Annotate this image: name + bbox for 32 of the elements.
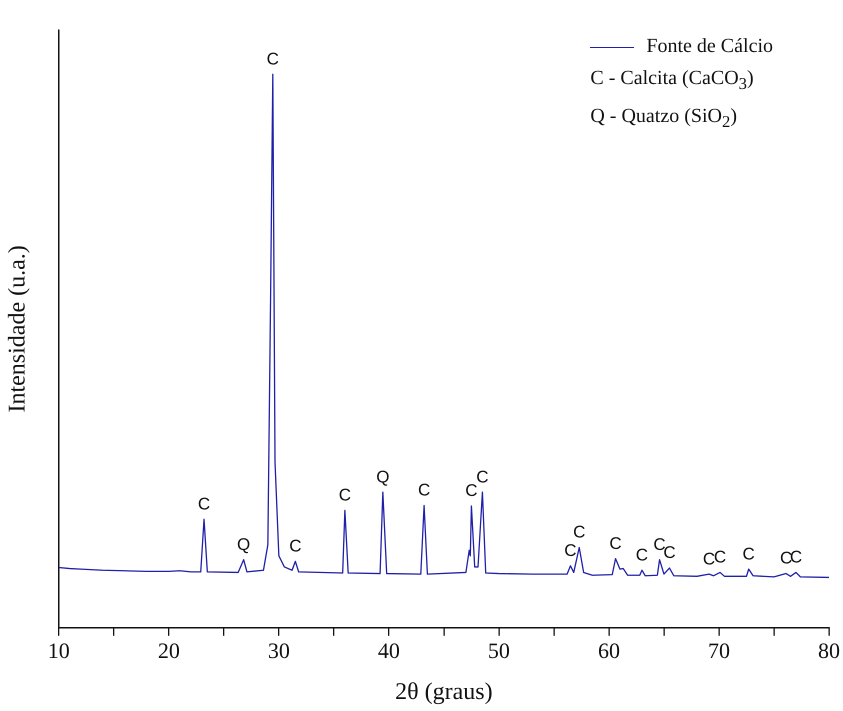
x-tick-label: 10 xyxy=(48,638,70,663)
annotation: C xyxy=(266,49,279,68)
x-tick-label: 20 xyxy=(158,638,180,663)
x-axis-title: 2θ (graus) xyxy=(395,678,493,705)
annotation: C xyxy=(465,481,478,500)
annotation: C - Calcita (CaCO$_{3}$) xyxy=(590,66,755,95)
annotation: C xyxy=(609,534,622,553)
x-tick-label: 60 xyxy=(598,638,620,663)
x-tick-label: 70 xyxy=(708,638,730,663)
annotation: C xyxy=(198,494,210,514)
annotation: C xyxy=(742,544,755,564)
annotation: C xyxy=(780,548,792,568)
annotation: C xyxy=(476,467,489,486)
annotation: C xyxy=(338,486,352,505)
annotation: C xyxy=(663,543,676,562)
annotation: Q xyxy=(237,534,250,554)
annotation: Q xyxy=(376,467,390,486)
annotation: C xyxy=(790,548,802,567)
y-axis-title: Intensidade (u.a.) xyxy=(4,245,31,413)
annotation: C xyxy=(714,548,726,567)
annotation: C xyxy=(636,545,648,564)
x-tick-label: 80 xyxy=(818,638,840,663)
annotation: C xyxy=(418,480,430,500)
annotation: C xyxy=(289,536,302,556)
x-tick-label: 30 xyxy=(268,638,290,663)
annotation: Q - Quatzo (SiO$_{2}$) xyxy=(590,104,738,133)
legend-label: Fonte de Cálcio xyxy=(646,35,773,57)
annotation: C xyxy=(573,522,586,542)
annotation: C xyxy=(702,549,716,568)
annotation: C xyxy=(564,540,577,560)
x-tick-label: 50 xyxy=(488,638,510,663)
x-tick-label: 40 xyxy=(378,638,400,663)
